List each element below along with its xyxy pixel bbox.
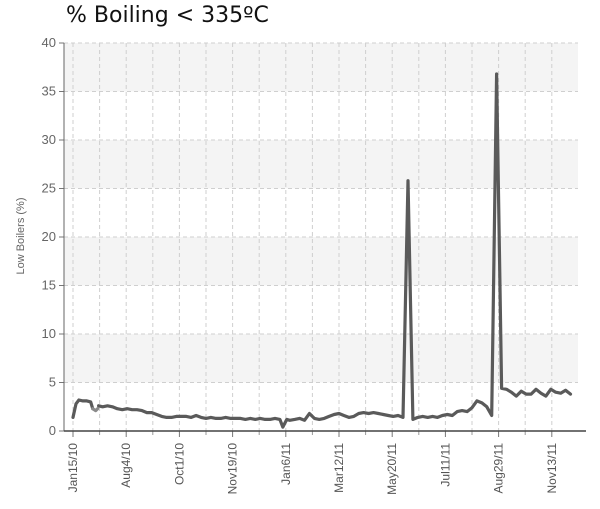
y-tick-label: 35	[42, 84, 56, 99]
x-tick-label: Jan15/10	[66, 443, 80, 493]
x-tick-label: Aug29/11	[492, 443, 506, 494]
y-tick-label: 10	[42, 326, 56, 341]
series-line	[96, 72, 573, 429]
y-tick-label: 0	[49, 423, 56, 438]
x-tick-label: Oct1/10	[172, 443, 186, 485]
y-tick-label: 25	[42, 181, 56, 196]
y-tick-label: 40	[42, 35, 56, 50]
x-tick-label: Jul11/11	[438, 443, 452, 487]
axes	[59, 42, 586, 437]
chart-title: % Boiling < 335ºC	[66, 3, 269, 28]
y-axis-label: Low Boilers (%)	[15, 197, 27, 274]
series-lines	[71, 72, 573, 429]
x-tick-label: Nov19/10	[226, 443, 240, 495]
x-tick-label: Mar12/11	[332, 443, 346, 493]
x-tick-label: Jan6/11	[279, 443, 293, 485]
x-tick-label: May20/11	[385, 443, 399, 495]
x-tick-label: Nov13/11	[545, 443, 559, 494]
y-tick-label: 5	[49, 375, 56, 390]
y-tick-label: 30	[42, 132, 56, 147]
plot-band	[64, 140, 578, 189]
series-line	[71, 398, 95, 419]
series-line	[91, 407, 100, 413]
x-ticks: Jan15/10 Aug4/10 Oct1/10 Nov19/10 Jan6/11 Mar…	[66, 443, 559, 495]
plot-band	[64, 43, 578, 92]
x-tick-label: Aug4/10	[119, 443, 133, 488]
y-tick-label: 20	[42, 229, 56, 244]
y-ticks: 0 5 10 15 20 25 30 35 40	[42, 35, 56, 438]
grid-lines	[64, 42, 578, 431]
y-tick-label: 15	[42, 278, 56, 293]
